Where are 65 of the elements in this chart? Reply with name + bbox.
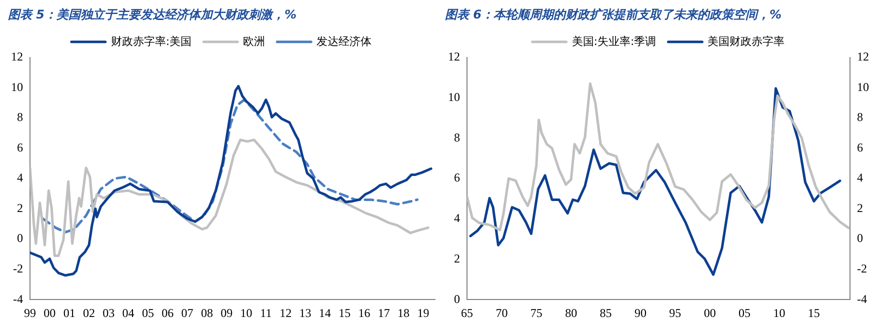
y-tick-label: 12: [448, 50, 460, 64]
y-tick-label: 0: [454, 292, 460, 306]
y2-tick-label: 8: [857, 110, 863, 124]
y-tick-label: 2: [454, 251, 460, 266]
y-tick-label: 4: [454, 211, 460, 226]
x-tick-label: 70: [496, 306, 508, 320]
x-tick-label: 18: [398, 306, 410, 320]
x-tick-label: 95: [669, 306, 682, 320]
x-tick-label: 80: [565, 306, 578, 320]
y-tick-label: 10: [11, 80, 23, 94]
x-tick-label: 15: [338, 306, 351, 320]
legend-label: 财政赤字率:美国: [110, 34, 192, 48]
x-tick-label: 09: [220, 306, 233, 320]
y-tick-label: 4: [17, 170, 23, 185]
x-tick-label: 19: [417, 306, 430, 320]
x-tick-label: 15: [808, 306, 820, 320]
chart-title: 图表 5：美国独立于主要发达经济体加大财政刺激，%: [8, 7, 297, 22]
x-tick-label: 99: [24, 306, 36, 320]
y-tick-label: 10: [448, 90, 460, 104]
legend-label: 欧洲: [243, 34, 266, 48]
x-tick-label: 06: [162, 306, 174, 320]
x-tick-label: 00: [704, 306, 716, 320]
x-tick-label: 10: [240, 306, 252, 320]
x-tick-label: 75: [530, 306, 542, 320]
y2-tick-label: -2: [857, 261, 867, 276]
y-tick-label: -4: [13, 292, 23, 306]
y-tick-label: 8: [454, 130, 460, 144]
x-tick-label: 14: [318, 306, 331, 320]
chart-title: 图表 6：本轮顺周期的财政扩张提前支取了未来的政策空间，%: [445, 7, 782, 22]
x-tick-label: 01: [63, 306, 76, 320]
x-tick-label: 04: [122, 306, 134, 320]
y2-tick-label: 4: [857, 170, 863, 185]
x-tick-label: 03: [102, 306, 115, 320]
x-tick-label: 16: [358, 306, 370, 320]
x-tick-label: 10: [773, 306, 786, 320]
x-tick-label: 85: [600, 306, 612, 320]
y2-tick-label: 0: [857, 231, 863, 246]
x-tick-label: 13: [299, 306, 312, 320]
y2-tick-label: -4: [857, 292, 867, 306]
y-tick-label: 6: [454, 170, 460, 185]
legend-label: 美国财政赤字率: [708, 34, 785, 48]
x-tick-label: 12: [280, 306, 292, 320]
x-tick-label: 02: [82, 306, 95, 320]
x-tick-label: 11: [260, 306, 272, 320]
x-tick-label: 17: [378, 306, 390, 320]
legend-label: 美国:失业率:季调: [572, 34, 656, 48]
x-tick-label: 05: [142, 306, 154, 320]
y2-tick-label: 2: [857, 200, 863, 215]
x-tick-label: 08: [200, 306, 213, 320]
x-tick-label: 07: [181, 306, 194, 320]
y2-tick-label: 10: [857, 80, 869, 94]
y-tick-label: 6: [17, 140, 23, 154]
x-tick-label: 90: [634, 306, 646, 320]
y-tick-label: 2: [17, 200, 23, 215]
x-tick-label: 00: [44, 306, 56, 320]
x-tick-label: 65: [461, 306, 473, 320]
y-tick-label: -2: [13, 261, 23, 276]
y-tick-label: 0: [17, 231, 23, 246]
y-tick-label: 12: [11, 50, 23, 64]
y-tick-label: 8: [17, 110, 23, 124]
legend-label: 发达经济体: [316, 34, 372, 48]
line-series: [42, 98, 419, 234]
x-tick-label: 05: [738, 306, 751, 320]
y2-tick-label: 6: [857, 140, 863, 154]
y2-tick-label: 12: [857, 50, 869, 64]
